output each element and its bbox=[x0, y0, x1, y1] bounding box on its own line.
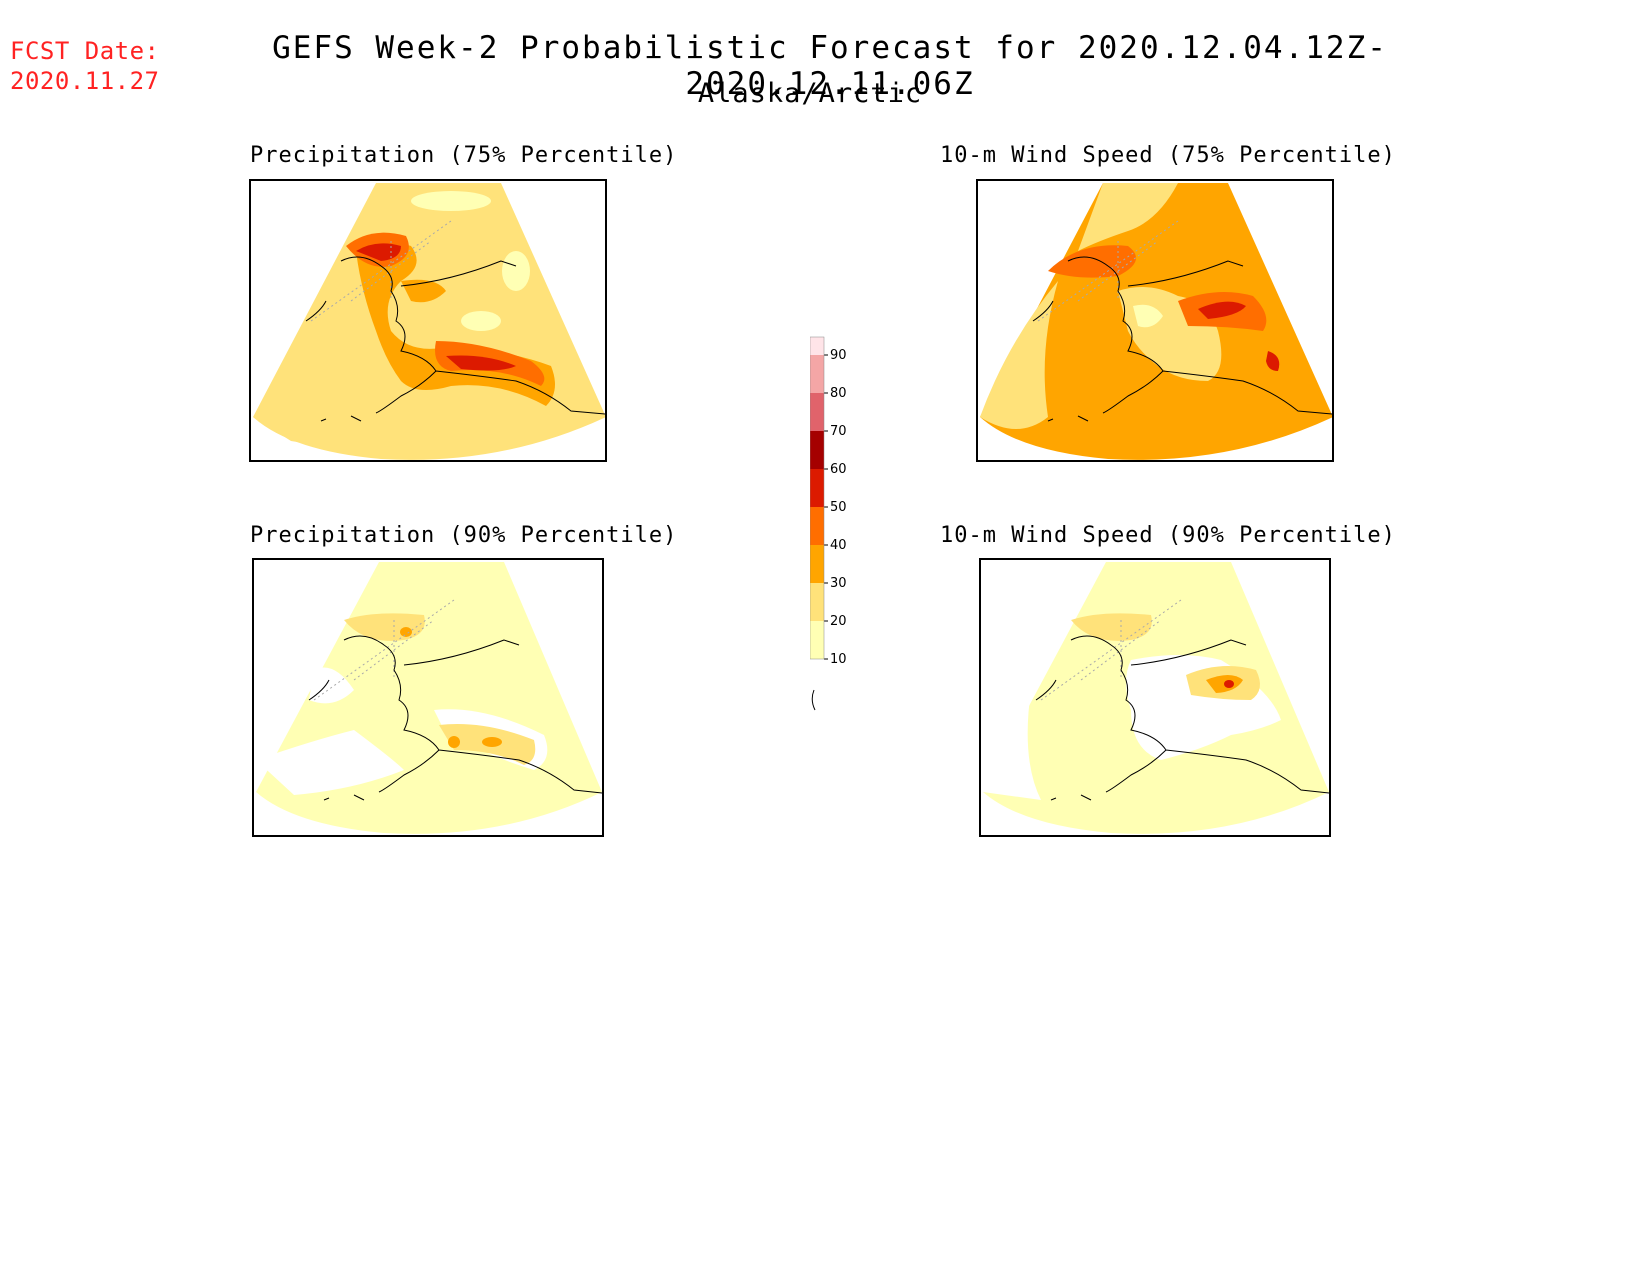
colorbar-segment-70 bbox=[810, 393, 824, 431]
forecast-date-value: 2020.11.27 bbox=[10, 67, 160, 95]
map-precip90 bbox=[252, 558, 604, 837]
map-precip75 bbox=[249, 179, 607, 462]
colorbar-tick-label: 70 bbox=[830, 424, 847, 439]
colorbar-tick-label: 40 bbox=[830, 538, 847, 553]
panel-title-wind90: 10-m Wind Speed (90% Percentile) bbox=[940, 523, 1396, 548]
colorbar-segment-50 bbox=[810, 469, 824, 507]
colorbar-tick-label: 80 bbox=[830, 386, 847, 401]
panel-title-wind75: 10-m Wind Speed (75% Percentile) bbox=[940, 143, 1396, 168]
forecast-date-block: FCST Date: 2020.11.27 bbox=[10, 36, 160, 96]
map-wind75 bbox=[976, 179, 1334, 462]
colorbar-tick-label: 90 bbox=[830, 348, 847, 363]
colorbar-segment-60 bbox=[810, 431, 824, 469]
colorbar-segment-10 bbox=[810, 621, 824, 659]
colorbar-segment-90 bbox=[810, 337, 824, 355]
page-title: GEFS Week-2 Probabilistic Forecast for 2… bbox=[272, 30, 1388, 102]
region-subtitle: Alaska/Arctic bbox=[697, 78, 923, 109]
panel-title-precip90: Precipitation (90% Percentile) bbox=[250, 523, 678, 548]
colorbar-segment-40 bbox=[810, 507, 824, 545]
map-wind90 bbox=[979, 558, 1331, 837]
colorbar-segment-30 bbox=[810, 545, 824, 583]
colorbar-tick-label: 10 bbox=[830, 652, 847, 667]
colorbar-tick-label: 50 bbox=[830, 500, 847, 515]
colorbar-tick-label: 20 bbox=[830, 614, 847, 629]
colorbar-segment-80 bbox=[810, 355, 824, 393]
colorbar-segment-20 bbox=[810, 583, 824, 621]
colorbar: 90 80 70 60 50 40 30 20 10 bbox=[809, 335, 870, 719]
forecast-date-label: FCST Date: bbox=[10, 37, 160, 65]
colorbar-tick-label: 60 bbox=[830, 462, 847, 477]
colorbar-tick-label: 30 bbox=[830, 576, 847, 591]
colorbar-outline bbox=[809, 336, 825, 660]
panel-title-precip75: Precipitation (75% Percentile) bbox=[250, 143, 678, 168]
